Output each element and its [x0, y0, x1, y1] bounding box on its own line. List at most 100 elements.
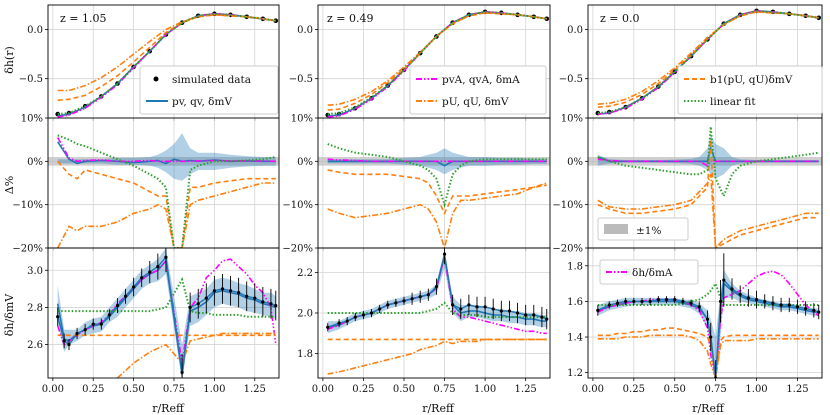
series-line	[327, 182, 548, 248]
data-point	[386, 303, 390, 307]
data-point	[746, 296, 750, 300]
legend-ratio: δh/δmA	[599, 259, 699, 285]
data-point	[607, 303, 611, 307]
xtick-label: 0.25	[352, 384, 374, 395]
data-point	[75, 331, 79, 336]
data-point	[656, 298, 660, 302]
panel-top-col0: −0.5 0.0	[19, 4, 280, 121]
panel-frame	[47, 247, 280, 379]
data-point	[245, 294, 249, 298]
data-point	[705, 317, 710, 321]
data-point	[237, 290, 241, 295]
series-line	[327, 169, 547, 216]
error-band	[57, 133, 276, 181]
data-point	[337, 321, 341, 325]
data-point	[418, 295, 422, 299]
series-line	[597, 139, 819, 248]
xtick-label: 0.00	[42, 384, 64, 395]
panel-frame	[317, 117, 551, 249]
series-line	[597, 334, 819, 378]
data-point	[483, 305, 487, 309]
data-point	[787, 303, 791, 307]
data-point	[640, 299, 644, 304]
xtick-label: 0.75	[705, 384, 727, 395]
data-point	[467, 303, 471, 307]
ytick-label: 2.0	[297, 309, 313, 320]
data-point	[56, 315, 60, 319]
data-point	[624, 299, 628, 304]
xlabel-col0: r/Reff	[152, 402, 185, 415]
ytick-label: 0.0	[297, 25, 313, 36]
data-point	[164, 255, 168, 259]
data-point	[361, 313, 366, 317]
panel-middle-col0: −20% −10% 0% 10%	[12, 114, 280, 255]
xlabel-col2: r/Reff	[692, 402, 725, 415]
legend-simulated-data: simulated data	[172, 74, 251, 86]
panel-top-col1: −0.5 0.0	[289, 4, 551, 121]
ytick-label: 2.8	[27, 303, 43, 314]
plot-area	[55, 11, 279, 118]
data-point	[816, 15, 822, 21]
error-band	[57, 248, 276, 378]
panel-bottom-col1: 1.8 2.0 2.2 0.00 0.25 0.50 0.75 1.00 1.25	[297, 247, 551, 395]
ytick-label: 3.0	[27, 266, 43, 277]
xtick-label: 0.75	[433, 384, 455, 395]
plot-area	[596, 253, 821, 378]
data-point	[451, 303, 455, 307]
series-line	[56, 182, 276, 248]
data-point	[123, 294, 128, 298]
data-point	[107, 313, 111, 317]
ytick-label: 2.2	[297, 268, 313, 279]
data-point	[156, 264, 160, 269]
data-point	[459, 307, 463, 311]
title-col1: z = 0.49	[327, 12, 374, 25]
data-point	[67, 342, 71, 347]
data-point	[369, 311, 374, 315]
legend-col1: pvA, qvA, δmA pU, qU, δmV	[409, 65, 547, 115]
data-point	[499, 309, 503, 313]
title-col0: z = 1.05	[60, 12, 107, 25]
ytick-label: 1.4	[567, 333, 583, 344]
xtick-label: 1.25	[515, 384, 537, 395]
ytick-label: 10%	[21, 114, 43, 125]
xtick-label: 0.50	[393, 384, 415, 395]
ytick-label: −20%	[12, 244, 43, 255]
xtick-label: 0.00	[312, 384, 334, 395]
ytick-label: −20%	[552, 244, 583, 255]
data-point	[228, 289, 233, 293]
ylabel-row-top: δh(r)	[3, 46, 16, 74]
data-point	[140, 276, 144, 280]
data-point	[545, 317, 549, 321]
data-point	[771, 301, 775, 305]
ytick-label: −0.5	[19, 74, 43, 85]
legend-one-percent: ±1%	[597, 217, 689, 241]
data-point	[442, 252, 447, 256]
ytick-label: 0.0	[27, 25, 43, 36]
data-point	[718, 299, 723, 304]
data-point	[204, 296, 208, 300]
ytick-label: −0.5	[559, 74, 583, 85]
series-line	[327, 10, 547, 116]
series-line	[57, 137, 276, 163]
legend-linear-fit: linear fit	[710, 96, 756, 108]
series-line	[56, 258, 277, 364]
ytick-label: −10%	[12, 200, 43, 211]
data-point	[196, 302, 200, 306]
ytick-label: 2.6	[27, 340, 43, 351]
xtick-label: 0.00	[582, 384, 604, 395]
ytick-label: 1.8	[567, 261, 583, 272]
data-point	[795, 305, 800, 309]
data-point	[738, 292, 742, 296]
series-line	[327, 12, 547, 111]
ytick-label: 1.2	[567, 368, 583, 379]
data-point	[115, 303, 120, 308]
error-band	[327, 252, 547, 334]
plot-area	[318, 143, 550, 248]
data-point	[378, 307, 382, 311]
series-line	[597, 9, 819, 115]
ytick-label: −10%	[282, 200, 313, 211]
series-line	[327, 160, 547, 167]
data-point	[475, 305, 479, 309]
legend-marker-gray-band	[604, 224, 628, 234]
